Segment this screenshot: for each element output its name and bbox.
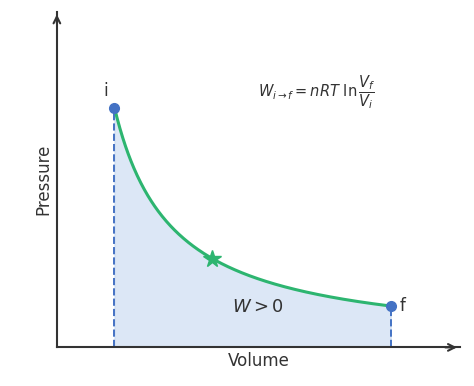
Text: i: i [103,82,108,100]
Text: $W > 0$: $W > 0$ [232,298,284,316]
X-axis label: Volume: Volume [228,352,289,369]
Text: f: f [399,297,405,315]
Y-axis label: Pressure: Pressure [35,144,53,215]
Text: $W_{i \rightarrow f} = nRT\ \ln\dfrac{V_f}{V_i}$: $W_{i \rightarrow f} = nRT\ \ln\dfrac{V_… [258,73,376,111]
